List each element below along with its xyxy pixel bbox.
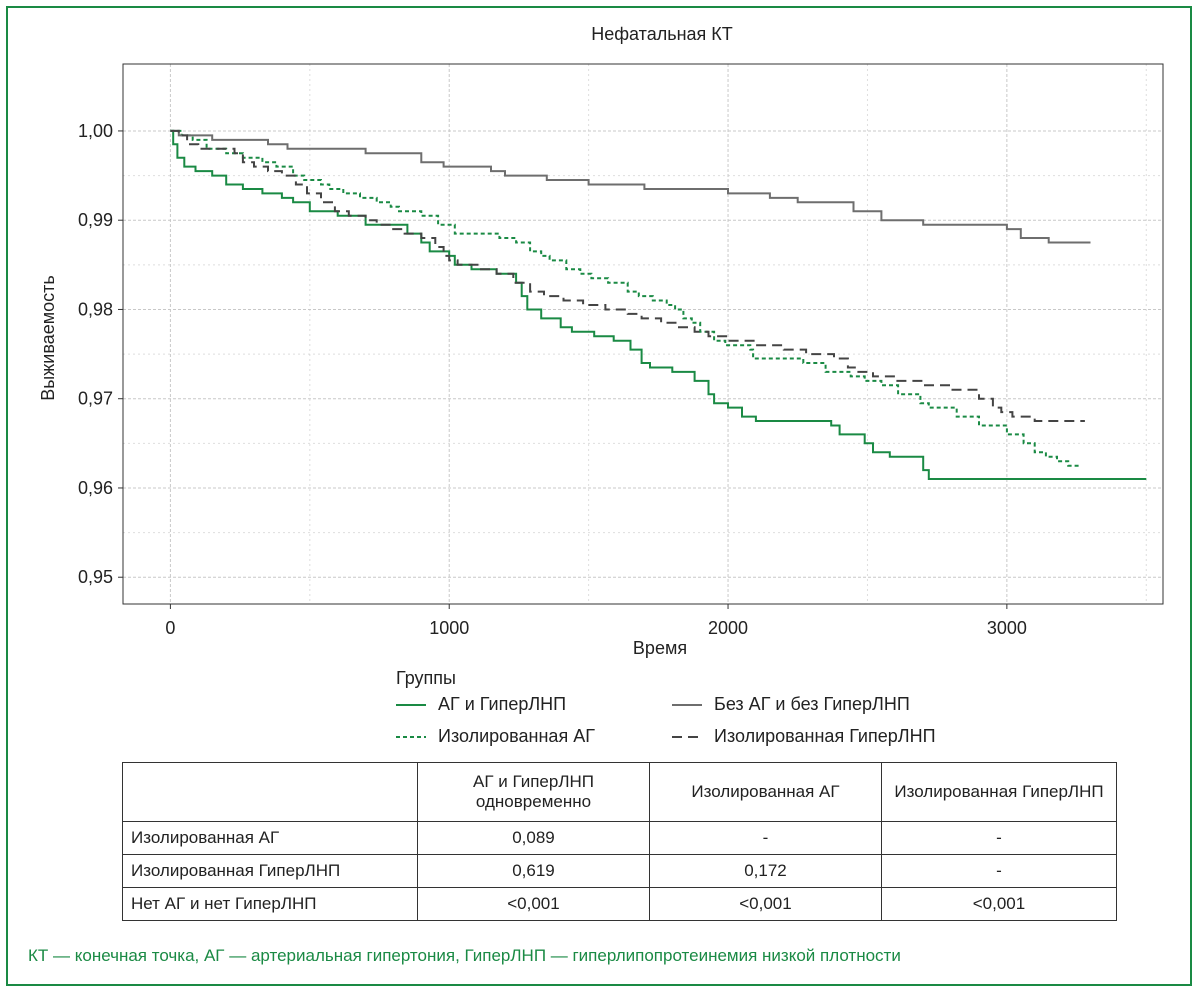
- table-cell: <0,001: [417, 887, 650, 921]
- y-tick-label: 0,97: [78, 389, 113, 409]
- legend-item-bez-ag: Без АГ и без ГиперЛНП: [672, 694, 910, 715]
- table-header-row: АГ и ГиперЛНП одновременно Изолированная…: [122, 762, 1117, 822]
- table-cell: 0,172: [649, 854, 882, 888]
- table-cell: -: [881, 821, 1117, 855]
- table-cell: 0,089: [417, 821, 650, 855]
- figure-frame: [6, 6, 1192, 986]
- footnote: КТ — конечная точка, АГ — артериальная г…: [28, 946, 901, 965]
- plot-area: [122, 63, 1164, 605]
- x-tick-label: 1000: [429, 618, 469, 638]
- series-line-2: [170, 129, 1091, 244]
- y-tick-label: 0,96: [78, 478, 113, 498]
- table-header-cell: Изолированная ГиперЛНП: [881, 762, 1117, 822]
- table-row: Изолированная АГ 0,089 - -: [122, 821, 1117, 855]
- y-axis-label: Выживаемость: [38, 275, 58, 400]
- table-header-cell: [122, 762, 418, 822]
- x-axis-label: Время: [633, 638, 687, 658]
- table-cell: -: [649, 821, 882, 855]
- legend-item-izol-giperlnp: Изолированная ГиперЛНП: [672, 726, 936, 747]
- grid-layer: [123, 64, 1163, 604]
- legend-swatch: [396, 703, 426, 706]
- series-line-3: [170, 129, 1085, 422]
- axis-layer: 0,95 0,96 0,97 0,98 0,99 1,00 0 1000 2000 3000: [78, 121, 1027, 638]
- legend-swatch: [672, 735, 702, 738]
- legend-item-ag-giperlnp: АГ и ГиперЛНП: [396, 694, 566, 715]
- row-label: Изолированная ГиперЛНП: [122, 854, 418, 888]
- table-row: Нет АГ и нет ГиперЛНП <0,001 <0,001 <0,0…: [122, 887, 1117, 921]
- legend-title: Группы: [396, 668, 456, 688]
- p-value-table: АГ и ГиперЛНП одновременно Изолированная…: [122, 762, 1117, 921]
- table-cell: -: [881, 854, 1117, 888]
- table-cell: <0,001: [649, 887, 882, 921]
- row-label: Нет АГ и нет ГиперЛНП: [122, 887, 418, 921]
- y-tick-label: 0,98: [78, 299, 113, 319]
- legend-swatch: [672, 703, 702, 706]
- y-tick-label: 1,00: [78, 121, 113, 141]
- table-cell: 0,619: [417, 854, 650, 888]
- legend-item-izol-ag: Изолированная АГ: [396, 726, 595, 747]
- table-header-cell: Изолированная АГ: [649, 762, 882, 822]
- chart-title: Нефатальная КТ: [591, 24, 733, 44]
- series-line-0: [170, 129, 1147, 480]
- table-row: Изолированная ГиперЛНП 0,619 0,172 -: [122, 854, 1117, 888]
- legend-label: АГ и ГиперЛНП: [438, 694, 567, 714]
- x-tick-label: 0: [165, 618, 175, 638]
- table-cell: <0,001: [881, 887, 1117, 921]
- legend-label: Без АГ и без ГиперЛНП: [714, 694, 910, 714]
- series-layer: [170, 129, 1147, 480]
- table-header-cell: АГ и ГиперЛНП одновременно: [417, 762, 650, 822]
- series-line-1: [170, 129, 1080, 467]
- x-tick-label: 3000: [987, 618, 1027, 638]
- legend-swatch: [396, 735, 426, 738]
- x-tick-label: 2000: [708, 618, 748, 638]
- legend-label: Изолированная АГ: [438, 726, 595, 746]
- legend-label: Изолированная ГиперЛНП: [714, 726, 936, 746]
- y-tick-label: 0,95: [78, 567, 113, 587]
- row-label: Изолированная АГ: [122, 821, 418, 855]
- y-tick-label: 0,99: [78, 210, 113, 230]
